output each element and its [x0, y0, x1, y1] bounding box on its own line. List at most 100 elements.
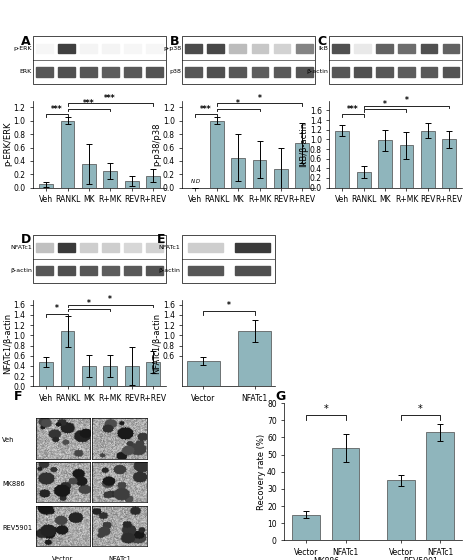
Bar [58, 44, 75, 53]
Y-axis label: Recovery rate (%): Recovery rate (%) [256, 434, 265, 510]
Bar [357, 172, 371, 188]
Text: *: * [236, 99, 240, 109]
Bar [399, 44, 415, 53]
Bar [185, 44, 202, 53]
Text: NFATc1: NFATc1 [10, 245, 32, 250]
Bar [102, 266, 119, 276]
Text: REV5901: REV5901 [403, 557, 438, 560]
Bar [238, 332, 271, 386]
Text: NFATc1: NFATc1 [158, 245, 180, 250]
Bar [125, 181, 138, 188]
Text: D: D [21, 234, 31, 246]
Bar [61, 121, 74, 188]
Bar [420, 67, 438, 77]
Text: ***: *** [104, 94, 116, 103]
Text: B: B [170, 35, 180, 48]
Bar [332, 67, 349, 77]
Bar [39, 184, 53, 188]
Text: E: E [157, 234, 165, 246]
Text: β-actin: β-actin [10, 268, 32, 273]
Bar [124, 44, 141, 53]
Text: NFATc1: NFATc1 [109, 556, 131, 560]
Bar [229, 44, 246, 53]
Bar [273, 67, 291, 77]
Bar [36, 266, 53, 276]
Bar [82, 164, 96, 188]
Text: *: * [324, 404, 328, 414]
Text: p-p38: p-p38 [163, 46, 182, 51]
Bar [252, 67, 268, 77]
Bar [336, 130, 349, 188]
Bar [235, 242, 270, 252]
Bar [443, 44, 459, 53]
Text: ***: *** [83, 99, 95, 109]
Bar [231, 157, 245, 188]
Text: ***: *** [51, 105, 63, 114]
Bar [185, 67, 202, 77]
Bar [229, 67, 246, 77]
Bar [103, 171, 117, 188]
Text: C: C [317, 35, 327, 48]
Text: ERK: ERK [20, 69, 32, 74]
Bar [39, 362, 53, 386]
Bar [103, 366, 117, 386]
Text: IkB: IkB [319, 46, 328, 51]
Bar [80, 242, 97, 252]
Bar [80, 67, 97, 77]
Text: *: * [55, 305, 59, 314]
Text: *: * [418, 404, 423, 414]
Bar [376, 67, 393, 77]
Bar [146, 67, 163, 77]
Bar [296, 44, 312, 53]
Bar [124, 242, 141, 252]
Bar [61, 332, 74, 386]
Bar [80, 266, 97, 276]
Text: G: G [275, 390, 285, 403]
Bar [146, 362, 160, 386]
Text: Veh: Veh [2, 437, 15, 444]
Bar [235, 266, 270, 276]
Bar [207, 44, 224, 53]
Bar [36, 242, 53, 252]
Text: A: A [21, 35, 31, 48]
Bar [102, 44, 119, 53]
Bar [188, 242, 223, 252]
Bar [207, 67, 224, 77]
Text: *: * [227, 301, 231, 310]
Bar [387, 480, 415, 540]
Text: ***: *** [347, 105, 359, 114]
Text: β-actin: β-actin [158, 268, 180, 273]
Bar [36, 67, 53, 77]
Bar [58, 242, 75, 252]
Bar [125, 366, 138, 386]
Bar [400, 145, 413, 188]
Bar [296, 67, 312, 77]
Bar [82, 366, 96, 386]
Bar [124, 266, 141, 276]
Text: *: * [404, 96, 409, 105]
Text: Vector: Vector [52, 556, 73, 560]
Bar [146, 176, 160, 188]
Y-axis label: NFATc1/β-actin: NFATc1/β-actin [152, 312, 161, 374]
Text: *: * [87, 300, 91, 309]
Text: REV5901: REV5901 [2, 525, 32, 531]
Text: *: * [383, 100, 387, 109]
Bar [188, 266, 223, 276]
Text: *: * [108, 295, 112, 304]
Bar [36, 44, 53, 53]
Bar [58, 67, 75, 77]
Text: MK886: MK886 [313, 557, 339, 560]
Bar [146, 44, 163, 53]
Bar [420, 44, 438, 53]
Text: N.D: N.D [191, 179, 201, 184]
Bar [332, 44, 349, 53]
Bar [124, 67, 141, 77]
Bar [376, 44, 393, 53]
Bar [252, 44, 268, 53]
Bar [354, 67, 371, 77]
Bar [442, 139, 456, 188]
Bar [443, 67, 459, 77]
Bar [354, 44, 371, 53]
Bar [253, 160, 266, 188]
Y-axis label: NFATc1/β-actin: NFATc1/β-actin [3, 312, 12, 374]
